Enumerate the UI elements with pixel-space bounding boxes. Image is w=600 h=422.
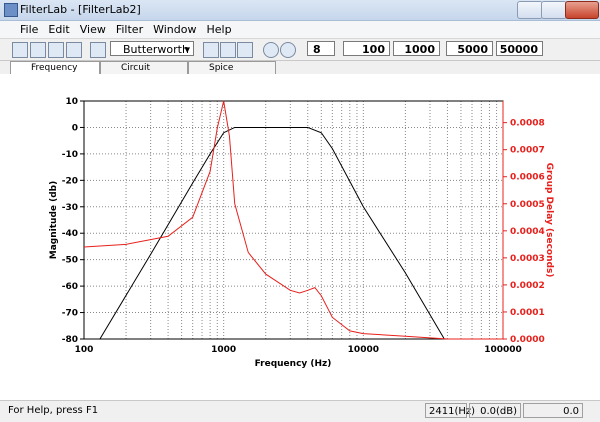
tool-icon[interactable] [237,42,253,58]
menu-item[interactable]: Help [206,23,232,36]
status-magnitude: 0.0(dB) [469,403,521,418]
tool-icon[interactable] [220,42,236,58]
tool-icon[interactable] [203,42,219,58]
tab[interactable]: Frequency [10,61,100,74]
menu-item[interactable]: View [79,23,106,36]
y2-tick-label: 0.0001 [510,308,545,318]
tab[interactable]: Spice [188,61,276,74]
toolbar: Butterworth ▾ 8 100 1000 5000 50000 [0,39,600,61]
menu-item[interactable]: Filter [115,23,144,36]
tab[interactable]: Circuit [100,61,188,74]
zoom-in[interactable] [263,42,279,58]
menu-item[interactable]: Edit [48,23,70,36]
y-tick-label: -60 [62,282,78,292]
tool-icon[interactable] [48,42,64,58]
tab-bar: Frequency Circuit Spice [0,61,600,74]
status-help: For Help, press F1 [8,405,99,416]
y-tick-label: -70 [62,309,78,319]
x-tick-label: 100 [75,345,94,355]
y-tick-label: -50 [62,256,78,266]
y-tick-label: -40 [62,229,78,239]
tool-icon[interactable] [66,42,82,58]
series-line [99,126,445,340]
y-tick-label: -10 [62,150,78,160]
y-axis-label: Magnitude (db) [49,181,59,259]
close-button[interactable] [565,1,599,19]
minimize-button[interactable] [517,1,543,19]
window-title: FilterLab - [FilterLab2] [20,3,141,16]
y2-tick-label: 0.0005 [510,200,545,210]
order-spinner[interactable]: 8 [307,41,335,56]
y2-tick-label: 0.0003 [510,254,545,264]
y2-tick-label: 0.0006 [510,173,545,183]
menu-item[interactable]: File [20,23,39,36]
y-tick-label: -20 [62,176,78,186]
y-tick-label: 10 [65,97,78,107]
maximize-button[interactable] [541,1,567,19]
chart-background [0,74,600,400]
menu-bar: File Edit View Filter Window Help [0,21,600,39]
title-bar: FilterLab - [FilterLab2] [0,0,600,21]
frequency-field[interactable]: 5000 [446,41,493,56]
y2-tick-label: 0.0008 [510,119,545,129]
tool-icon[interactable] [30,42,46,58]
y2-tick-label: 0.0007 [510,146,545,156]
status-bar: For Help, press F1 2411(Hz) 0.0(dB) 0.0 [0,400,600,422]
menu-item[interactable]: Window [153,23,197,36]
frequency-field[interactable]: 100 [343,41,390,56]
frequency-field[interactable]: 1000 [393,41,440,56]
y2-tick-label: 0.0000 [510,335,545,345]
chart: Frequency (Hz) Magnitude (db) Group Dela… [0,74,600,400]
order: 8 [313,43,321,56]
frequency-field[interactable]: 50000 [496,41,543,56]
app-icon [4,3,18,17]
x-tick-label: 100000 [484,345,522,355]
y-tick-label: 0 [72,123,78,133]
y-tick-label: -30 [62,203,78,213]
x-axis-label: Frequency (Hz) [255,359,332,369]
x-tick-label: 10000 [348,345,379,355]
status-frequency: 2411(Hz) [425,403,475,418]
tool-icon[interactable] [90,42,106,58]
y-tick-label: -80 [62,335,78,345]
filter-type: Butterworth [123,43,189,56]
zoom-out[interactable] [280,42,296,58]
y2-axis-label: Group Delay (seconds) [544,163,554,278]
x-tick-label: 1000 [211,345,236,355]
y2-tick-label: 0.0002 [510,281,545,291]
tool-icon[interactable] [12,42,28,58]
status-delay: 0.0 [523,403,583,418]
series-line [83,100,503,340]
y2-tick-label: 0.0004 [510,227,545,237]
filter-type-dropdown[interactable]: Butterworth ▾ [110,41,194,56]
